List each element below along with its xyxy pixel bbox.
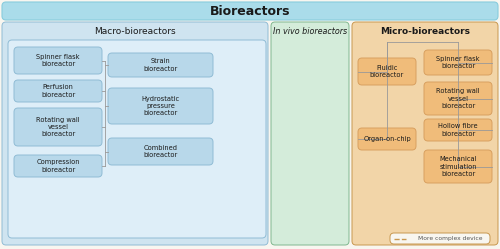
Text: Organ-on-chip: Organ-on-chip (363, 136, 411, 142)
Text: Spinner flask
bioreactor: Spinner flask bioreactor (436, 56, 480, 69)
Text: Rotating wall
vessel
bioreactor: Rotating wall vessel bioreactor (36, 117, 80, 137)
FancyBboxPatch shape (424, 119, 492, 141)
FancyBboxPatch shape (352, 22, 498, 245)
FancyBboxPatch shape (271, 22, 349, 245)
FancyBboxPatch shape (2, 22, 268, 245)
Text: In vivo bioreactors: In vivo bioreactors (273, 26, 347, 36)
Text: Spinner flask
bioreactor: Spinner flask bioreactor (36, 54, 80, 67)
FancyBboxPatch shape (358, 128, 416, 150)
FancyBboxPatch shape (108, 53, 213, 77)
Text: Bioreactors: Bioreactors (210, 4, 290, 17)
FancyBboxPatch shape (390, 233, 490, 244)
Text: Strain
bioreactor: Strain bioreactor (144, 58, 178, 72)
Text: More complex device: More complex device (418, 236, 482, 241)
Text: Macro-bioreactors: Macro-bioreactors (94, 26, 176, 36)
FancyBboxPatch shape (14, 47, 102, 74)
Text: Mechanical
stimulation
bioreactor: Mechanical stimulation bioreactor (440, 156, 477, 177)
Text: Micro-bioreactors: Micro-bioreactors (380, 26, 470, 36)
FancyBboxPatch shape (424, 50, 492, 75)
FancyBboxPatch shape (424, 82, 492, 115)
FancyBboxPatch shape (8, 40, 266, 238)
FancyBboxPatch shape (424, 150, 492, 183)
Text: Perfusion
bioreactor: Perfusion bioreactor (41, 84, 75, 98)
FancyBboxPatch shape (108, 88, 213, 124)
FancyBboxPatch shape (108, 138, 213, 165)
Text: Combined
bioreactor: Combined bioreactor (144, 145, 178, 158)
FancyBboxPatch shape (14, 80, 102, 102)
Text: Hollow fibre
bioreactor: Hollow fibre bioreactor (438, 123, 478, 137)
Text: Compression
bioreactor: Compression bioreactor (36, 159, 80, 173)
Text: Fluidic
bioreactor: Fluidic bioreactor (370, 65, 404, 78)
FancyBboxPatch shape (2, 2, 498, 20)
FancyBboxPatch shape (14, 108, 102, 146)
Text: Rotating wall
vessel
bioreactor: Rotating wall vessel bioreactor (436, 88, 480, 109)
FancyBboxPatch shape (14, 155, 102, 177)
Text: Hydrostatic
pressure
bioreactor: Hydrostatic pressure bioreactor (142, 96, 180, 116)
FancyBboxPatch shape (358, 58, 416, 85)
